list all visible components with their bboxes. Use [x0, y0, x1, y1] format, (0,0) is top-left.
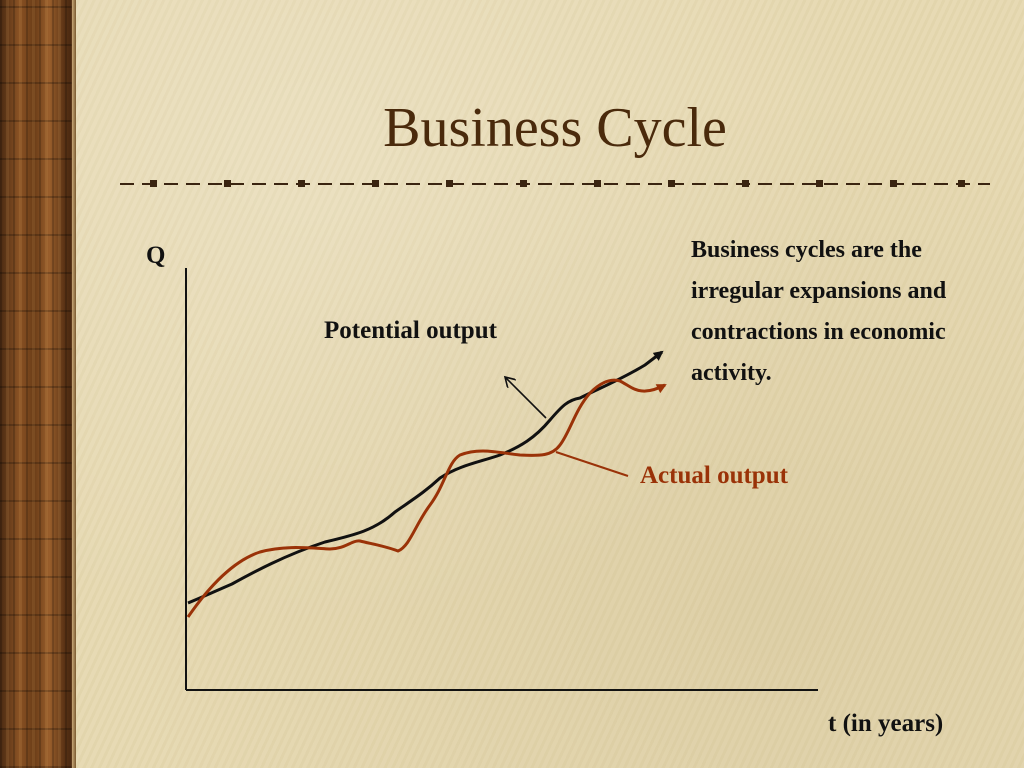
- potential-output-line: [187, 350, 664, 605]
- actual-output-label: Actual output: [640, 462, 788, 489]
- actual-output-pointer: [555, 451, 629, 477]
- wood-border: [0, 0, 76, 768]
- y-axis-label: Q: [146, 242, 166, 269]
- title-divider: [120, 180, 990, 187]
- actual-output-line: [186, 378, 667, 618]
- x-axis-label: t (in years): [828, 710, 944, 737]
- potential-output-label: Potential output: [324, 317, 497, 344]
- description-text: Business cycles are the irregular expans…: [691, 237, 947, 386]
- slide-title: Business Cycle: [383, 97, 727, 159]
- potential-output-pointer: [505, 377, 547, 419]
